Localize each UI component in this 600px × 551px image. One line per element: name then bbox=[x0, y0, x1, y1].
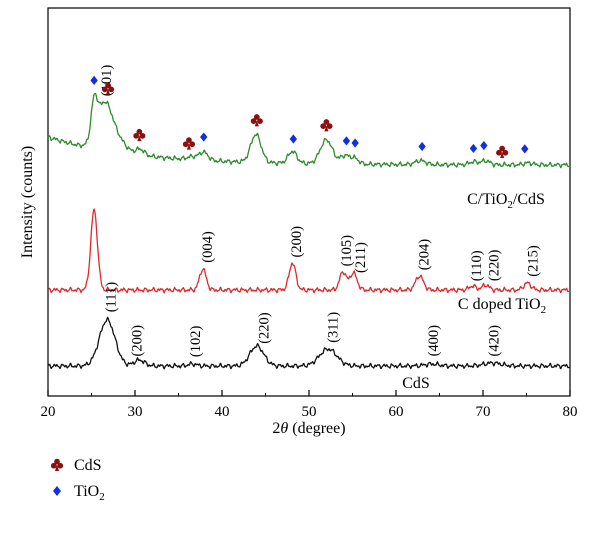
cds-marker bbox=[250, 114, 263, 127]
series-label-1: C doped TiO2 bbox=[458, 296, 546, 316]
x-tick-label: 70 bbox=[476, 404, 491, 420]
peak-label: (220) bbox=[486, 250, 502, 282]
legend: CdS TiO2 bbox=[50, 457, 105, 503]
legend-label-1: TiO2 bbox=[74, 483, 105, 503]
cds-marker bbox=[50, 458, 64, 471]
x-tick-label: 50 bbox=[302, 404, 317, 420]
peak-label: (110) bbox=[469, 250, 485, 281]
peak-label: (220) bbox=[257, 312, 273, 344]
x-axis-label-prefix: 2 bbox=[272, 420, 280, 437]
tio2-marker bbox=[200, 132, 208, 142]
x-tick-label: 20 bbox=[41, 404, 56, 420]
y-axis-label: Intensity (counts) bbox=[19, 146, 36, 258]
peak-label: (400) bbox=[426, 325, 442, 357]
peak-label: (215) bbox=[525, 245, 541, 277]
cds-marker bbox=[101, 82, 115, 95]
series-label-0: C/TiO2/CdS bbox=[467, 191, 545, 211]
series-line-0 bbox=[47, 92, 571, 169]
tio2-marker bbox=[521, 144, 529, 154]
tio2-marker bbox=[342, 136, 351, 146]
tio2-marker bbox=[90, 75, 98, 85]
cds-marker bbox=[133, 128, 146, 142]
x-tick-label: 80 bbox=[563, 404, 578, 420]
series-labels: C/TiO2/CdS C doped TiO2 CdS bbox=[402, 191, 546, 392]
peak-annotations: (101)(111)(004) (200) (105)(211) (204) (110)… bbox=[99, 65, 541, 357]
peak-label: (200) bbox=[289, 226, 305, 258]
peak-label: (105) bbox=[339, 235, 355, 267]
tio2-marker bbox=[469, 143, 478, 154]
legend-label-0: CdS bbox=[74, 457, 102, 474]
cds-marker bbox=[320, 119, 333, 132]
peak-label: (420) bbox=[486, 325, 502, 357]
series-line-2 bbox=[47, 316, 571, 370]
tio2-marker bbox=[480, 140, 488, 151]
x-axis-label: 2θ (degree) bbox=[272, 420, 345, 437]
x-axis-label-suffix: (degree) bbox=[288, 420, 345, 437]
series-label-2: CdS bbox=[402, 375, 430, 392]
x-axis-ticks: 20 30 40 50 60 70 80 bbox=[41, 390, 578, 420]
series-layer bbox=[47, 92, 571, 370]
cds-marker bbox=[496, 145, 509, 159]
peak-label: (102) bbox=[188, 326, 204, 358]
peak-label: (211) bbox=[353, 242, 369, 273]
peak-label: (004) bbox=[200, 231, 216, 263]
series-line-1 bbox=[47, 207, 571, 294]
tio2-marker bbox=[351, 138, 359, 148]
phase-markers bbox=[90, 75, 529, 159]
cds-marker bbox=[182, 137, 196, 150]
x-tick-label: 30 bbox=[128, 404, 143, 420]
peak-label: (200) bbox=[130, 325, 146, 357]
x-tick-label: 40 bbox=[215, 404, 230, 420]
x-tick-label: 60 bbox=[389, 404, 404, 420]
peak-label: (204) bbox=[417, 239, 433, 271]
peak-label: (311) bbox=[325, 312, 341, 343]
peak-label: (111) bbox=[104, 282, 120, 313]
tio2-marker bbox=[53, 486, 61, 496]
tio2-marker bbox=[418, 141, 426, 152]
x-axis-label-theta: θ bbox=[280, 420, 288, 437]
tio2-marker bbox=[289, 134, 298, 144]
